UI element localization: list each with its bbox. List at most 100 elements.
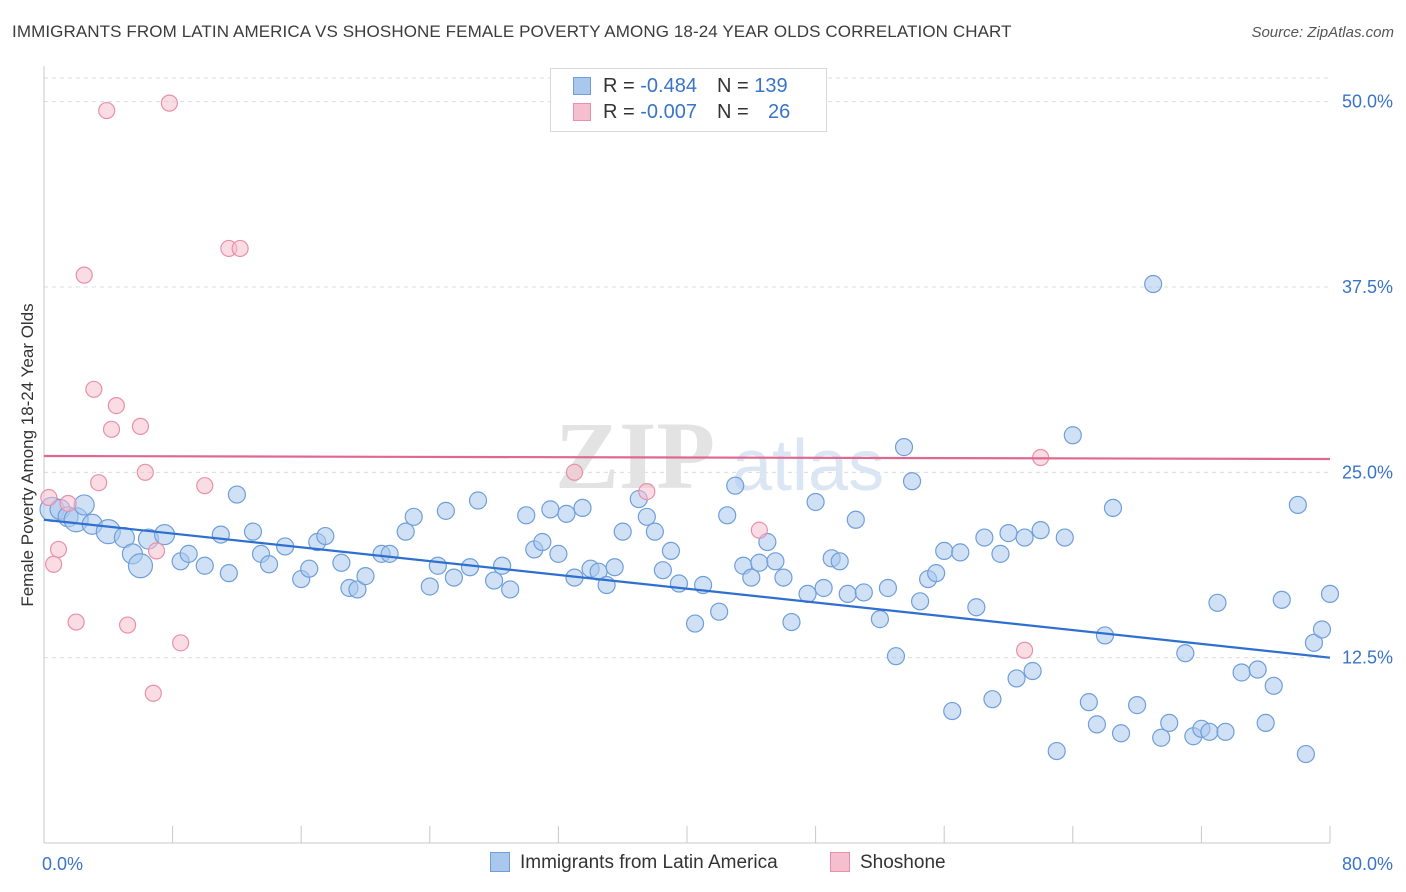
y-tick-label: 50.0%: [1342, 92, 1393, 112]
data-point-shoshone: [196, 477, 214, 495]
data-point-latin-america: [894, 438, 914, 457]
data-point-latin-america: [1272, 590, 1291, 609]
data-point-latin-america: [468, 491, 488, 510]
data-point-latin-america: [685, 614, 705, 633]
data-point-latin-america: [73, 494, 95, 516]
data-point-shoshone: [90, 474, 108, 492]
pink-swatch: [830, 852, 850, 872]
data-point-latin-america: [557, 504, 576, 523]
data-point-shoshone: [40, 488, 58, 507]
data-point-shoshone: [231, 239, 249, 258]
data-point-latin-america: [1288, 495, 1307, 515]
data-point-latin-america: [1063, 426, 1082, 445]
data-point-latin-america: [396, 522, 415, 541]
data-point-latin-america: [999, 524, 1018, 543]
series-latin-america: [39, 274, 1340, 764]
data-point-shoshone: [118, 616, 137, 634]
data-point-latin-america: [814, 578, 833, 598]
pink-swatch: [573, 103, 591, 121]
data-point-latin-america: [1296, 744, 1315, 764]
data-point-latin-america: [951, 543, 970, 562]
data-point-latin-america: [902, 472, 922, 491]
data-point-latin-america: [750, 553, 769, 572]
chart-title: IMMIGRANTS FROM LATIN AMERICA VS SHOSHON…: [12, 22, 1012, 41]
data-point-latin-america: [878, 578, 898, 598]
data-point-latin-america: [1152, 728, 1171, 747]
data-point-shoshone: [131, 417, 150, 435]
data-point-latin-america: [943, 701, 962, 721]
data-point-shoshone: [102, 420, 121, 438]
blue-swatch: [573, 77, 591, 95]
data-point-shoshone: [67, 613, 85, 631]
data-point-latin-america: [637, 507, 656, 526]
legend-label: Shoshone: [860, 852, 946, 873]
data-point-latin-america: [854, 583, 873, 602]
data-point-latin-america: [661, 541, 681, 561]
trend-line-shoshone: [43, 454, 1331, 461]
data-point-shoshone: [107, 397, 125, 415]
data-point-latin-america: [886, 647, 906, 666]
y-axis-label: Female Poverty Among 18-24 Year Olds: [18, 303, 37, 606]
watermark: ZIP atlas: [555, 402, 884, 509]
data-point-latin-america: [316, 526, 335, 546]
n-label: N =: [716, 101, 755, 123]
stats-legend: R = -0.484 N = 139 R = -0.007 N = 26: [550, 68, 827, 132]
data-point-latin-america: [1176, 644, 1195, 663]
data-point-shoshone: [75, 266, 93, 284]
x-tick-label: 0.0%: [42, 854, 83, 874]
data-point-latin-america: [1248, 660, 1267, 679]
trend-line-latin-america: [43, 518, 1331, 659]
data-point-latin-america: [1047, 741, 1066, 761]
data-point-shoshone: [160, 94, 178, 112]
data-point-latin-america: [613, 522, 632, 541]
data-point-latin-america: [533, 532, 552, 552]
data-point-latin-america: [153, 523, 176, 546]
data-point-latin-america: [332, 553, 351, 572]
r-label: R =: [603, 101, 641, 123]
data-point-latin-america: [1264, 676, 1283, 695]
series-shoshone: [40, 94, 1050, 702]
data-point-latin-america: [460, 558, 480, 577]
data-point-latin-america: [782, 612, 801, 632]
data-point-latin-america: [830, 552, 849, 571]
data-point-latin-america: [428, 556, 447, 575]
data-point-latin-america: [179, 544, 198, 563]
data-point-latin-america: [1256, 713, 1275, 733]
legend-item-latin-america: Immigrants from Latin America: [490, 852, 778, 874]
data-point-latin-america: [927, 564, 946, 583]
legend-item-shoshone: Shoshone: [830, 852, 946, 874]
data-point-latin-america: [1103, 498, 1123, 518]
data-point-shoshone: [144, 684, 162, 702]
n-value: 139: [754, 75, 788, 97]
data-point-shoshone: [49, 540, 68, 559]
data-point-shoshone: [45, 555, 63, 573]
data-point-latin-america: [1200, 722, 1219, 741]
data-point-latin-america: [195, 556, 214, 575]
data-point-latin-america: [356, 567, 375, 586]
data-point-latin-america: [1055, 528, 1074, 547]
data-point-shoshone: [147, 542, 166, 560]
y-tick-label: 25.0%: [1342, 462, 1393, 482]
data-point-latin-america: [493, 556, 512, 575]
data-point-latin-america: [259, 555, 279, 574]
data-point-latin-america: [573, 498, 592, 518]
legend-row-shoshone: R = -0.007 N = 26: [573, 101, 790, 127]
data-point-latin-america: [1216, 722, 1235, 741]
watermark-atlas: atlas: [732, 426, 884, 506]
data-point-latin-america: [653, 561, 672, 580]
data-point-latin-america: [549, 544, 568, 563]
data-point-latin-america: [436, 501, 455, 520]
data-point-latin-america: [1232, 663, 1251, 682]
data-point-latin-america: [605, 558, 624, 577]
data-point-latin-america: [444, 568, 464, 587]
data-point-latin-america: [1111, 724, 1131, 743]
data-point-shoshone: [172, 634, 190, 652]
data-point-latin-america: [1304, 633, 1324, 652]
data-point-latin-america: [846, 510, 865, 529]
data-point-latin-america: [1160, 713, 1179, 733]
data-point-latin-america: [1023, 661, 1042, 681]
data-point-latin-america: [1320, 584, 1340, 604]
data-point-latin-america: [517, 506, 536, 525]
data-point-shoshone: [85, 380, 103, 398]
